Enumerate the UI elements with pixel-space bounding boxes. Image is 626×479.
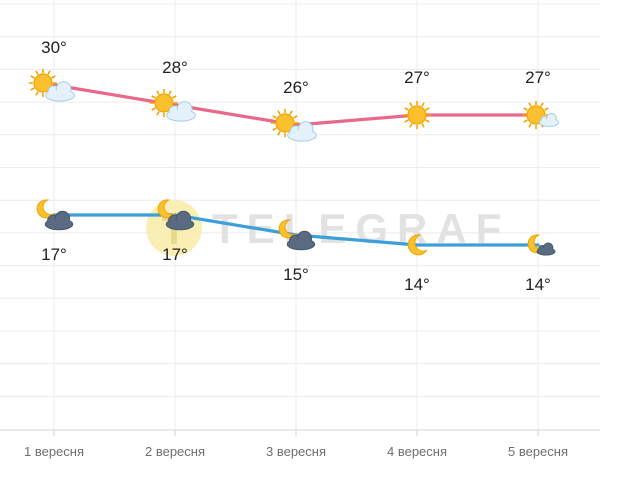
x-tick-label: 4 вересня [387, 444, 447, 459]
moon-dark-cloud-icon [36, 199, 74, 231]
x-tick-label: 2 вересня [145, 444, 205, 459]
day-temperature-label: 28° [162, 58, 188, 77]
sun-icon [402, 100, 432, 130]
day-temperature-label: 30° [41, 38, 67, 57]
sun-cloud-icon [149, 88, 196, 122]
day-temperature-label: 26° [283, 78, 309, 97]
x-tick-label: 5 вересня [508, 444, 568, 459]
weather-icons [28, 68, 560, 256]
moon-dark-cloud-icon [278, 219, 316, 251]
night-temperature-label: 14° [525, 275, 551, 294]
day-temperature-line [52, 83, 540, 127]
watermark: T TELEGRAF [146, 200, 501, 256]
day-temperature-label: 27° [404, 68, 430, 87]
x-tick-label: 3 вересня [266, 444, 326, 459]
sun-cloud-icon [270, 108, 317, 142]
night-temperature-label: 17° [41, 245, 67, 264]
sun-small-cloud-icon [521, 100, 560, 130]
x-tick-label: 1 вересня [24, 444, 84, 459]
night-temperature-label: 15° [283, 265, 309, 284]
sun-cloud-icon [28, 68, 75, 102]
night-temperature-label: 17° [162, 245, 188, 264]
x-axis: 1 вересня 2 вересня 3 вересня 4 вересня 5 ве… [0, 429, 600, 459]
moon-icon [407, 234, 428, 256]
day-temperature-label: 27° [525, 68, 551, 87]
moon-dark-cloud-icon [157, 199, 195, 231]
temperature-labels: 30° 28° 26° 27° 27° 17° 17° 15° 14° 14° [41, 38, 551, 294]
night-temperature-label: 14° [404, 275, 430, 294]
moon-small-cloud-icon [527, 234, 556, 256]
